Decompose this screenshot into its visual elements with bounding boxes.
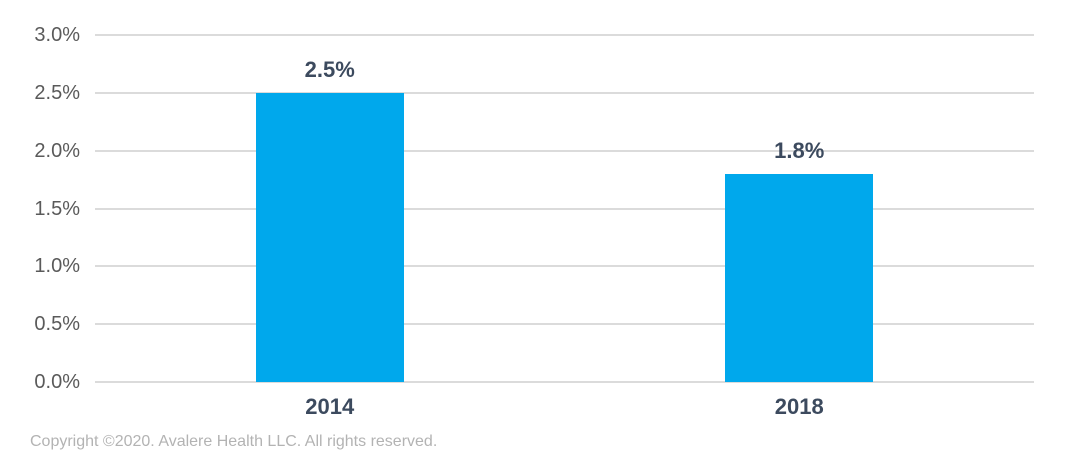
gridline [95, 323, 1034, 326]
y-axis-tick-label: 3.0% [34, 24, 80, 46]
y-axis-tick-label: 0.0% [34, 371, 80, 393]
y-axis-tick-label: 1.5% [34, 197, 80, 220]
y-axis-tick-label: 0.5% [34, 313, 80, 336]
bar-group-2018: 1.8% [725, 138, 874, 382]
y-axis-tick-label: 1.0% [34, 255, 80, 278]
bar-value-label: 2.5% [304, 56, 355, 82]
gridline [95, 91, 1034, 94]
gridline [95, 381, 1034, 383]
gridline [95, 265, 1034, 268]
x-axis-category-label: 2014 [305, 394, 355, 419]
plot-area: 2.5% 1.8% [95, 34, 1034, 383]
bar-2018 [725, 173, 874, 382]
copyright-text: Copyright ©2020. Avalere Health LLC. All… [30, 433, 438, 450]
bar-value-label: 1.8% [774, 137, 825, 163]
bar-group-2014: 2.5% [255, 57, 404, 382]
gridline [95, 149, 1034, 152]
gridline [95, 207, 1034, 210]
x-axis-category-label: 2018 [774, 394, 824, 419]
bar-2014 [255, 92, 404, 382]
y-axis-tick-label: 2.5% [34, 81, 80, 104]
y-axis-tick-label: 2.0% [34, 139, 80, 162]
gridline [95, 34, 1034, 36]
